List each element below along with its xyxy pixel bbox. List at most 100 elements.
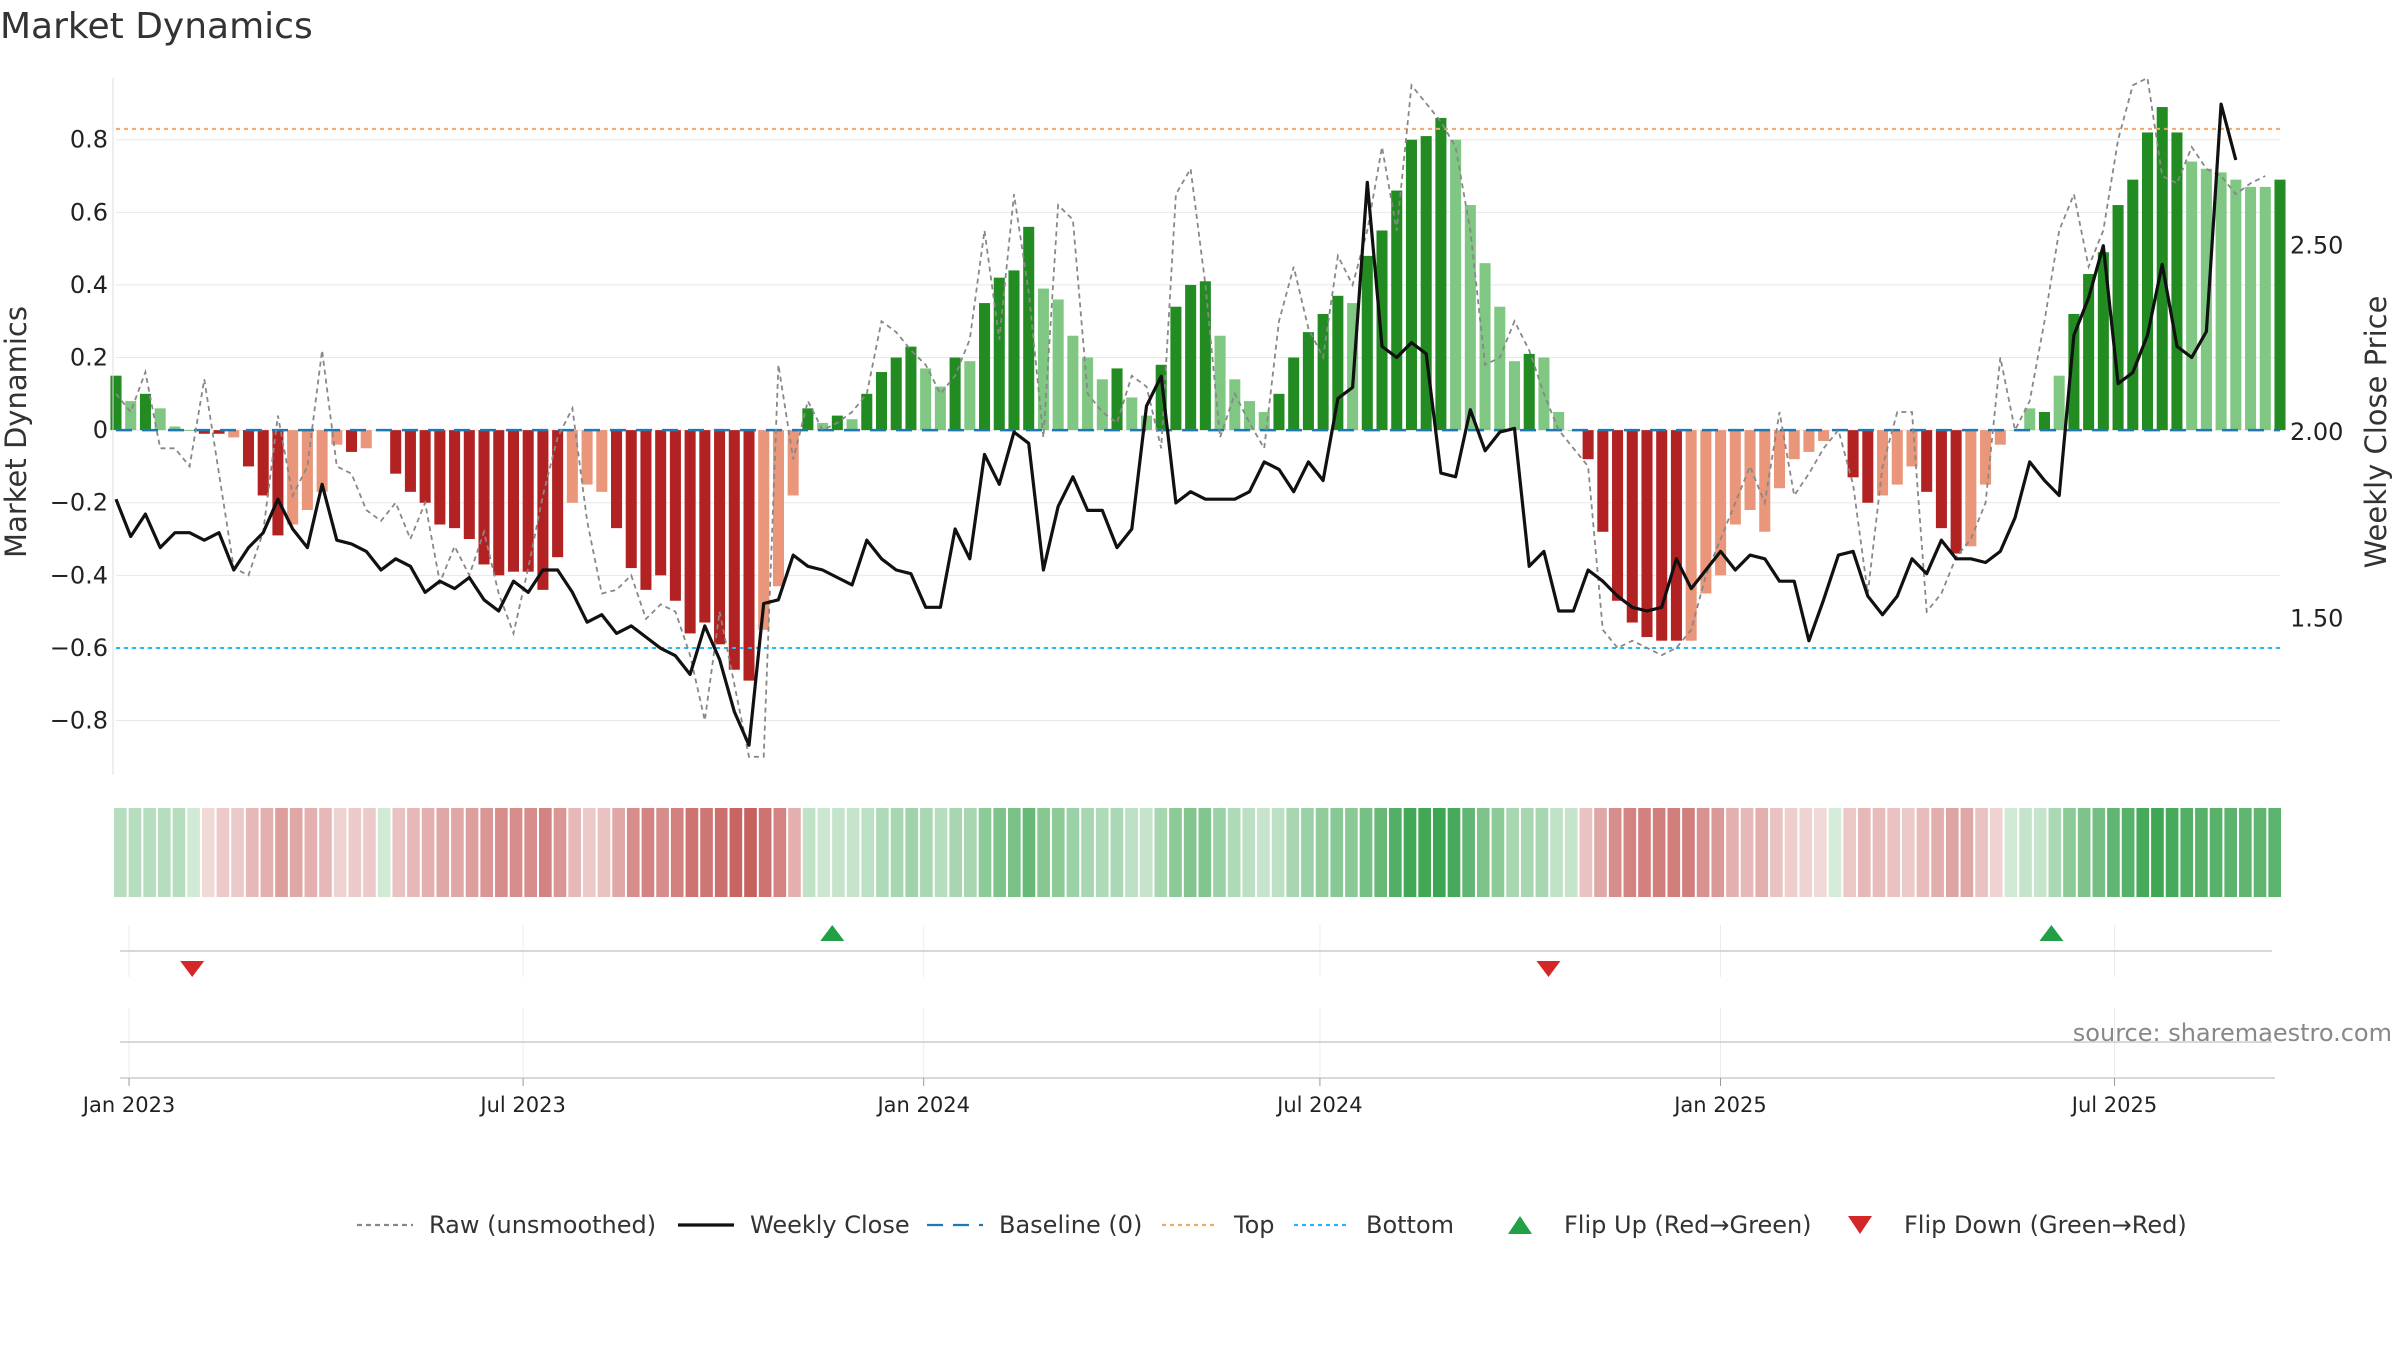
x-tick-label: Jul 2025 xyxy=(2070,1093,2157,1117)
strip-cell xyxy=(509,808,523,897)
dynamics-bar xyxy=(699,430,711,623)
strip-cell xyxy=(1432,808,1446,897)
dynamics-bar xyxy=(1891,430,1903,485)
strip-cell xyxy=(1359,808,1373,897)
strip-cell xyxy=(2224,808,2238,897)
dynamics-bar xyxy=(169,426,181,431)
dynamics-bar xyxy=(2112,205,2124,431)
legend-label: Flip Up (Red→Green) xyxy=(1564,1211,1812,1239)
strip-cell xyxy=(1491,808,1505,897)
strip-cell xyxy=(1139,808,1153,897)
dynamics-bar xyxy=(1435,117,1447,431)
dynamics-bar xyxy=(890,357,902,431)
strip-cell xyxy=(1418,808,1431,897)
dynamics-bar xyxy=(1420,136,1432,431)
strip-cell xyxy=(1975,808,1988,897)
dynamics-bar xyxy=(979,303,991,431)
strip-cell xyxy=(1301,808,1314,897)
strip-cell xyxy=(1242,808,1256,897)
strip-cell xyxy=(348,808,362,897)
dynamics-bar xyxy=(802,408,814,431)
legend: Raw (unsmoothed) Weekly Close Baseline (0)… xyxy=(357,1211,2187,1239)
strip-cell xyxy=(802,808,816,897)
strip-cell xyxy=(319,808,332,897)
dynamics-bar xyxy=(934,386,946,431)
strip-cell xyxy=(641,808,655,897)
y2-axis-label: Weekly Close Price xyxy=(2359,296,2393,569)
strip-cell xyxy=(1095,808,1109,897)
strip-cell xyxy=(363,808,376,897)
strip-cell xyxy=(817,808,831,897)
strip-cell xyxy=(993,808,1006,897)
dynamics-bar xyxy=(2259,186,2271,431)
dynamics-bar xyxy=(522,430,534,572)
dynamics-bar xyxy=(2127,179,2139,431)
strip-cell xyxy=(2165,808,2179,897)
dynamics-bar xyxy=(1906,430,1918,467)
dynamics-bar xyxy=(110,375,122,431)
dynamics-bar xyxy=(1008,270,1020,431)
dynamics-bar xyxy=(1744,430,1756,510)
dynamics-bar xyxy=(1921,430,1933,492)
strip-cell xyxy=(1857,808,1871,897)
strip-cell xyxy=(1535,808,1549,897)
chart-title: Market Dynamics xyxy=(0,6,313,47)
dynamics-bar xyxy=(2053,375,2065,431)
strip-cell xyxy=(1843,808,1856,897)
strip-cell xyxy=(436,808,450,897)
dynamics-bar xyxy=(1023,226,1035,431)
dynamics-bar xyxy=(1185,284,1197,431)
y-tick-label: −0.4 xyxy=(50,561,108,589)
dynamics-bar xyxy=(1612,430,1624,601)
strip-cell xyxy=(407,808,420,897)
strip-cell xyxy=(582,808,596,897)
right-y-axis: 1.50 2.00 2.50 xyxy=(2290,232,2343,633)
dynamics-bar xyxy=(2171,132,2183,431)
strip-cell xyxy=(1799,808,1813,897)
strip-cell xyxy=(568,808,581,897)
strip-cell xyxy=(333,808,347,897)
dynamics-bar xyxy=(257,430,269,496)
dynamics-bar xyxy=(1935,430,1947,529)
dynamics-bar xyxy=(1302,332,1314,431)
dynamics-bar xyxy=(861,393,873,431)
strip-cell xyxy=(1330,808,1344,897)
y-tick-label: 0 xyxy=(93,416,108,444)
strip-cell xyxy=(231,808,244,897)
bottom-panel xyxy=(120,1008,2272,1078)
strip-cell xyxy=(1520,808,1534,897)
flip-up-marker xyxy=(820,925,845,941)
strip-cell xyxy=(451,808,464,897)
strip-cell xyxy=(2209,808,2223,897)
dynamics-bar xyxy=(1523,353,1535,431)
strip-cell xyxy=(832,808,845,897)
legend-label: Top xyxy=(1233,1211,1275,1239)
strip-cell xyxy=(1652,808,1666,897)
strip-cell xyxy=(2151,808,2164,897)
strip-cell xyxy=(1183,808,1197,897)
dynamics-bar xyxy=(1965,430,1977,547)
dynamics-bar xyxy=(272,430,284,536)
strip-cell xyxy=(656,808,669,897)
strip-cell xyxy=(1901,808,1915,897)
dynamics-bar xyxy=(743,430,755,681)
strip-cell xyxy=(978,808,992,897)
strip-cell xyxy=(744,808,757,897)
x-tick-label: Jan 2024 xyxy=(875,1093,970,1117)
dynamics-bar xyxy=(669,430,681,601)
dynamics-bar xyxy=(1685,430,1697,641)
legend-swatch xyxy=(1508,1216,1532,1234)
dynamics-bar xyxy=(463,430,475,540)
strip-cell xyxy=(187,808,200,897)
flip-markers-panel xyxy=(120,925,2272,977)
strip-cell xyxy=(1887,808,1900,897)
strip-cell xyxy=(890,808,904,897)
x-tick-label: Jul 2023 xyxy=(478,1093,565,1117)
dynamics-bar xyxy=(2200,168,2212,431)
strip-cell xyxy=(128,808,142,897)
strip-cell xyxy=(275,808,288,897)
dynamics-bar xyxy=(728,430,740,670)
strip-cell xyxy=(201,808,215,897)
strip-cell xyxy=(2077,808,2091,897)
